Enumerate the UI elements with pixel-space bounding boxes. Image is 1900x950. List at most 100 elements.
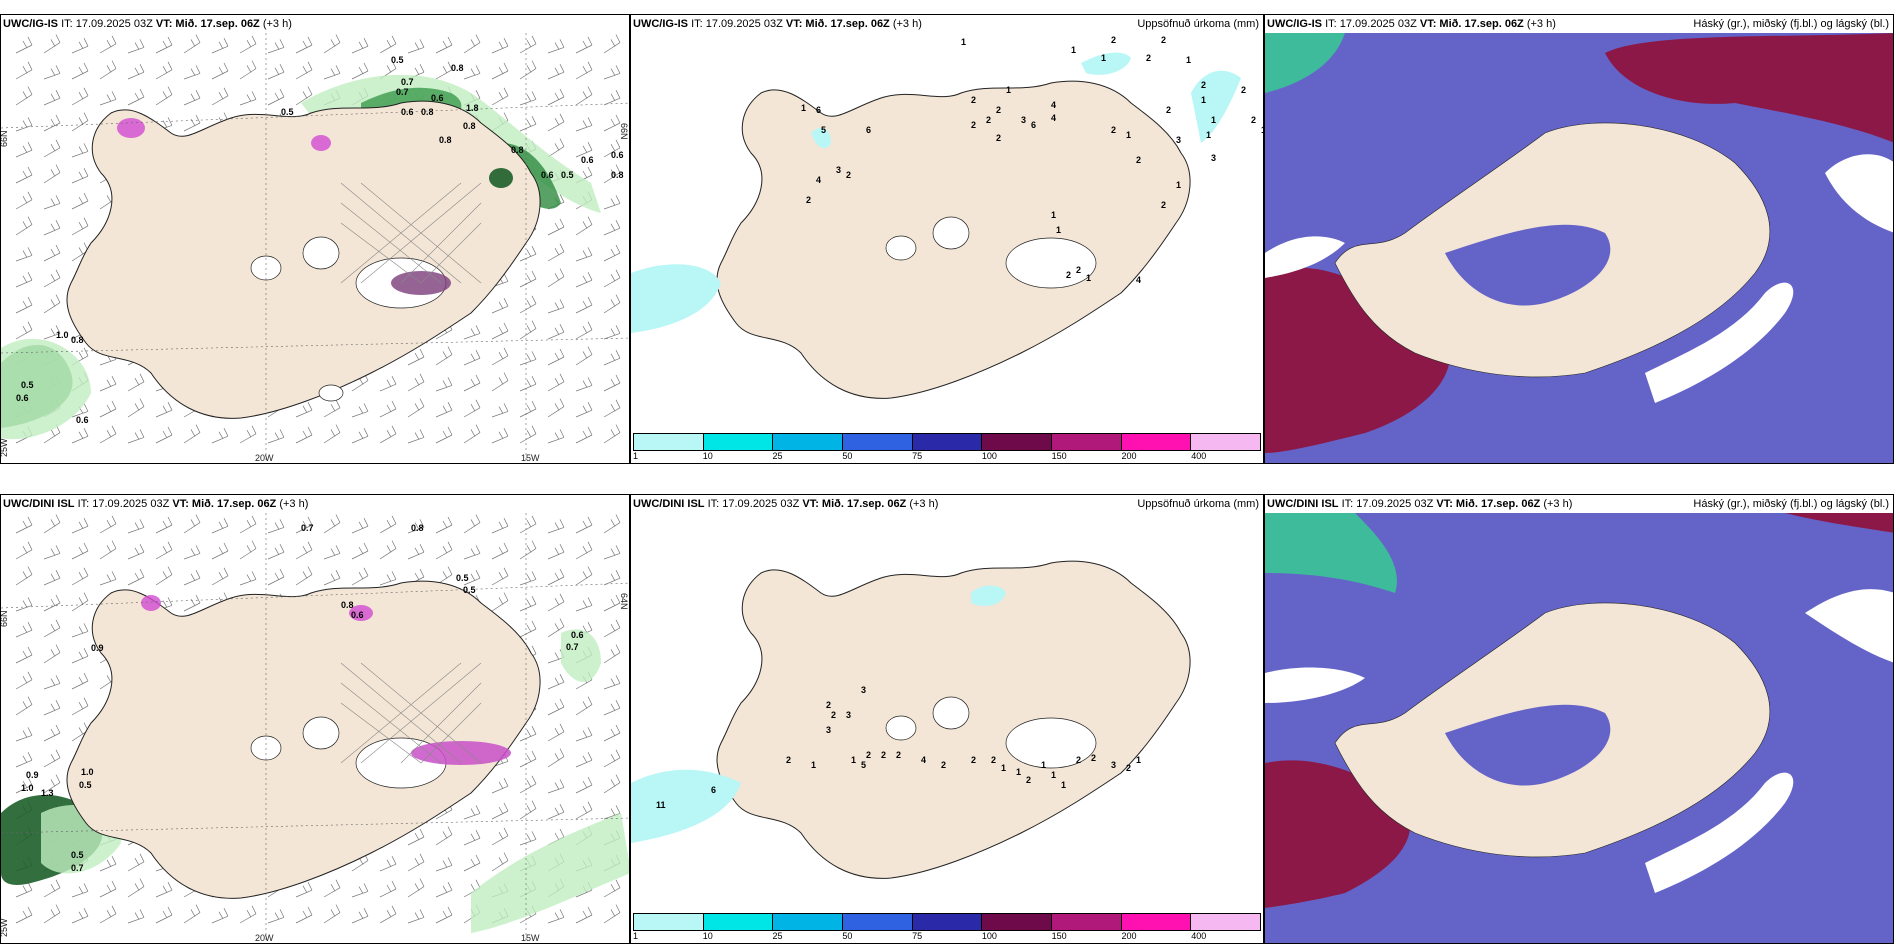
wind-barb: [155, 426, 173, 444]
row1-precip-panel: UWC/IG-IS IT: 17.09.2025 03Z VT: Mið. 17…: [630, 14, 1264, 464]
precip-value-label: 3: [1111, 760, 1116, 770]
wind-value-label: 0.8: [411, 523, 424, 533]
wind-barb: [407, 828, 425, 846]
wind-value-label: 0.6: [16, 393, 29, 403]
precip-value-label: 2: [786, 755, 791, 765]
wind-value-label: 0.8: [463, 121, 476, 131]
clear-area: [1645, 282, 1794, 403]
clear-area: [1805, 589, 1893, 663]
model-name: UWC/IG-IS: [3, 18, 58, 30]
wind-barb: [435, 906, 453, 924]
wind-barb: [463, 805, 481, 820]
wind-barb: [575, 321, 593, 340]
wind-barb: [295, 566, 313, 586]
row2-cloud-header: UWC/DINI ISL IT: 17.09.2025 03Z VT: Mið.…: [1267, 495, 1572, 513]
wind-barb: [351, 403, 369, 418]
wind-barb: [99, 60, 117, 80]
model-name: UWC/DINI ISL: [1267, 498, 1339, 510]
precip-value-label: 1: [1001, 763, 1006, 773]
low-cloud-area: [1265, 33, 1345, 93]
precip-value-label: 2: [1251, 115, 1256, 125]
wind-barb: [127, 878, 145, 898]
precip-value-label: 2: [986, 115, 991, 125]
wind-barb: [463, 325, 481, 340]
wind-barb: [603, 399, 621, 418]
wind-barb: [15, 216, 33, 236]
wind-barb: [603, 514, 621, 534]
wind-value-label: 0.6: [541, 170, 554, 180]
wind-barb: [575, 402, 593, 418]
wind-barb: [491, 372, 509, 392]
colorbar-swatch: [634, 434, 704, 450]
precip-value-label: 1: [1201, 95, 1206, 105]
clear-area: [1265, 236, 1345, 278]
glaciers: [885, 216, 1097, 289]
wind-barb: [603, 164, 621, 184]
wind-value-label: 0.8: [511, 145, 524, 155]
wind-barb: [15, 541, 33, 560]
colorbar-tick: 400: [1191, 931, 1207, 941]
wind-barb: [15, 191, 33, 210]
wind-value-label: 0.7: [396, 87, 409, 97]
wind-value-label: 0.6: [76, 415, 89, 425]
wind-barb: [155, 566, 173, 586]
wind-value-label: 0.7: [566, 642, 579, 652]
wind-barb: [575, 61, 593, 80]
colorbar-tick: 25: [772, 931, 783, 941]
wind-barb: [15, 36, 33, 54]
wind-barb: [15, 671, 33, 690]
wind-barb: [351, 542, 369, 560]
wind-barb: [239, 540, 257, 560]
wind-barb: [603, 139, 621, 158]
valid-time: VT: Mið. 17.sep. 06Z: [785, 18, 890, 30]
wind-value-label: 1.0: [56, 330, 69, 340]
wind-value-labels: 0.5 0.8 0.70.7 0.5 0.6 0.6 0.8 1.8 0.8 0.8 0.8 0.6 0…: [16, 55, 624, 425]
precip-value-label: 2: [1066, 270, 1071, 280]
wind-value-label: 0.8: [421, 107, 434, 117]
colorbar-swatch: [982, 434, 1053, 450]
row1-precip-map: 1122122122364224212211331211221412122116…: [631, 35, 1263, 399]
wind-barb: [295, 906, 313, 924]
lat-64-right-label: 64N: [619, 593, 629, 610]
wind-barb: [351, 518, 369, 534]
wind-barb: [183, 34, 201, 54]
wind-barb: [519, 596, 537, 612]
wind-barb: [183, 114, 201, 132]
precip-value-label: 3: [846, 710, 851, 720]
precip-value-label: 3: [1176, 135, 1181, 145]
wind-barb: [183, 594, 201, 612]
wind-barb: [155, 906, 173, 924]
precip-value-label: 1: [1056, 225, 1061, 235]
wind-value-label: 0.6: [431, 93, 444, 103]
colorbar-tick: 50: [842, 451, 853, 461]
wind-barb: [211, 428, 229, 444]
colorbar-swatch: [703, 434, 774, 450]
wind-barb: [71, 672, 89, 690]
wind-barb: [15, 321, 33, 340]
wind-barb: [519, 620, 537, 638]
wind-barb: [435, 541, 453, 560]
wind-value-label: 0.6: [401, 107, 414, 117]
wind-barb: [267, 544, 285, 560]
valid-time: VT: Mið. 17.sep. 06Z: [1419, 18, 1524, 30]
wind-barb: [379, 35, 397, 54]
wind-value-label: 0.5: [79, 780, 92, 790]
wind-barb: [603, 325, 621, 340]
colorbar-swatch: [912, 434, 983, 450]
row2-wind-panel: UWC/DINI ISL IT: 17.09.2025 03Z VT: Mið.…: [0, 494, 630, 944]
wind-barb: [43, 749, 61, 768]
wind-barb: [519, 515, 537, 534]
cloud-title: Háský (gr.), miðský (fj.bl.) og lágský (…: [1693, 498, 1889, 510]
wind-value-label: 0.7: [301, 523, 314, 533]
row1-wind-map: 66N 66N 25W 20W 15W 0.50.80.70.70.50.60.…: [1, 33, 629, 463]
lon-20-label: 20W: [255, 453, 274, 463]
row2-wind-header: UWC/DINI ISL IT: 17.09.2025 03Z VT: Mið.…: [3, 495, 308, 513]
wind-barb: [379, 515, 397, 534]
precip-value-label: 2: [941, 760, 946, 770]
wind-barb: [603, 879, 621, 898]
wind-barb: [519, 60, 537, 80]
wind-barb: [407, 519, 425, 534]
mid-cloud-over-land: [1445, 704, 1611, 786]
wind-barb: [211, 87, 229, 106]
precip-value-label: 2: [1076, 755, 1081, 765]
